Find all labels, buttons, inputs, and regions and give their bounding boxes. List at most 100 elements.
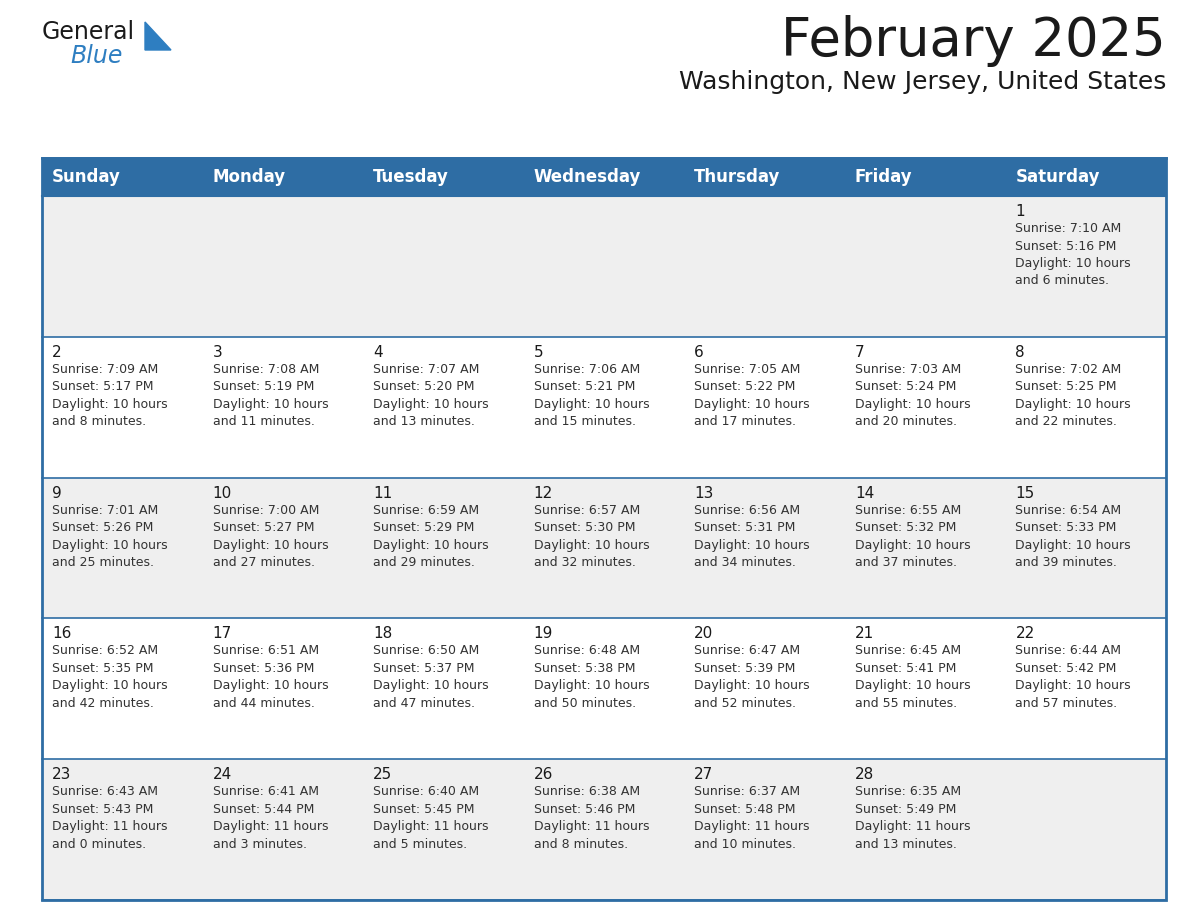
Text: Sunrise: 7:10 AM
Sunset: 5:16 PM
Daylight: 10 hours
and 6 minutes.: Sunrise: 7:10 AM Sunset: 5:16 PM Dayligh… xyxy=(1016,222,1131,287)
Text: Sunrise: 6:47 AM
Sunset: 5:39 PM
Daylight: 10 hours
and 52 minutes.: Sunrise: 6:47 AM Sunset: 5:39 PM Dayligh… xyxy=(694,644,810,710)
Text: 16: 16 xyxy=(52,626,71,642)
Text: Sunrise: 6:50 AM
Sunset: 5:37 PM
Daylight: 10 hours
and 47 minutes.: Sunrise: 6:50 AM Sunset: 5:37 PM Dayligh… xyxy=(373,644,488,710)
Text: 6: 6 xyxy=(694,345,704,360)
Text: Sunrise: 6:40 AM
Sunset: 5:45 PM
Daylight: 11 hours
and 5 minutes.: Sunrise: 6:40 AM Sunset: 5:45 PM Dayligh… xyxy=(373,785,488,851)
Text: 9: 9 xyxy=(52,486,62,500)
Bar xyxy=(684,158,845,196)
Bar xyxy=(684,759,845,900)
Bar xyxy=(684,337,845,477)
Text: Saturday: Saturday xyxy=(1016,168,1100,186)
Bar xyxy=(1005,337,1165,477)
Bar xyxy=(42,158,203,196)
Text: February 2025: February 2025 xyxy=(782,15,1165,67)
Text: Sunrise: 7:09 AM
Sunset: 5:17 PM
Daylight: 10 hours
and 8 minutes.: Sunrise: 7:09 AM Sunset: 5:17 PM Dayligh… xyxy=(52,363,168,429)
Text: 20: 20 xyxy=(694,626,714,642)
Text: 27: 27 xyxy=(694,767,714,782)
Bar xyxy=(42,619,203,759)
Text: Sunday: Sunday xyxy=(52,168,121,186)
Bar xyxy=(364,196,524,337)
Bar xyxy=(203,158,364,196)
Text: Sunrise: 6:44 AM
Sunset: 5:42 PM
Daylight: 10 hours
and 57 minutes.: Sunrise: 6:44 AM Sunset: 5:42 PM Dayligh… xyxy=(1016,644,1131,710)
Text: Sunrise: 7:03 AM
Sunset: 5:24 PM
Daylight: 10 hours
and 20 minutes.: Sunrise: 7:03 AM Sunset: 5:24 PM Dayligh… xyxy=(855,363,971,429)
Bar xyxy=(524,158,684,196)
Text: Friday: Friday xyxy=(855,168,912,186)
Text: Monday: Monday xyxy=(213,168,285,186)
Text: Sunrise: 6:48 AM
Sunset: 5:38 PM
Daylight: 10 hours
and 50 minutes.: Sunrise: 6:48 AM Sunset: 5:38 PM Dayligh… xyxy=(533,644,650,710)
Text: Sunrise: 7:08 AM
Sunset: 5:19 PM
Daylight: 10 hours
and 11 minutes.: Sunrise: 7:08 AM Sunset: 5:19 PM Dayligh… xyxy=(213,363,328,429)
Text: 24: 24 xyxy=(213,767,232,782)
Bar xyxy=(684,477,845,619)
Text: Sunrise: 6:37 AM
Sunset: 5:48 PM
Daylight: 11 hours
and 10 minutes.: Sunrise: 6:37 AM Sunset: 5:48 PM Dayligh… xyxy=(694,785,810,851)
Text: 13: 13 xyxy=(694,486,714,500)
Bar xyxy=(203,477,364,619)
Bar xyxy=(1005,759,1165,900)
Bar xyxy=(1005,619,1165,759)
Text: Thursday: Thursday xyxy=(694,168,781,186)
Text: 19: 19 xyxy=(533,626,554,642)
Text: 15: 15 xyxy=(1016,486,1035,500)
Text: 10: 10 xyxy=(213,486,232,500)
Bar xyxy=(524,337,684,477)
Text: Sunrise: 6:52 AM
Sunset: 5:35 PM
Daylight: 10 hours
and 42 minutes.: Sunrise: 6:52 AM Sunset: 5:35 PM Dayligh… xyxy=(52,644,168,710)
Text: Sunrise: 6:54 AM
Sunset: 5:33 PM
Daylight: 10 hours
and 39 minutes.: Sunrise: 6:54 AM Sunset: 5:33 PM Dayligh… xyxy=(1016,504,1131,569)
Text: 21: 21 xyxy=(855,626,874,642)
Text: Blue: Blue xyxy=(70,44,122,68)
Text: 8: 8 xyxy=(1016,345,1025,360)
Text: Sunrise: 6:35 AM
Sunset: 5:49 PM
Daylight: 11 hours
and 13 minutes.: Sunrise: 6:35 AM Sunset: 5:49 PM Dayligh… xyxy=(855,785,971,851)
Text: 22: 22 xyxy=(1016,626,1035,642)
Polygon shape xyxy=(145,22,171,50)
Text: 25: 25 xyxy=(373,767,392,782)
Bar xyxy=(364,337,524,477)
Text: Sunrise: 7:00 AM
Sunset: 5:27 PM
Daylight: 10 hours
and 27 minutes.: Sunrise: 7:00 AM Sunset: 5:27 PM Dayligh… xyxy=(213,504,328,569)
Bar xyxy=(42,158,1165,900)
Text: Sunrise: 6:43 AM
Sunset: 5:43 PM
Daylight: 11 hours
and 0 minutes.: Sunrise: 6:43 AM Sunset: 5:43 PM Dayligh… xyxy=(52,785,168,851)
Bar xyxy=(203,759,364,900)
Bar xyxy=(364,759,524,900)
Bar xyxy=(364,158,524,196)
Text: 23: 23 xyxy=(52,767,71,782)
Text: Sunrise: 7:06 AM
Sunset: 5:21 PM
Daylight: 10 hours
and 15 minutes.: Sunrise: 7:06 AM Sunset: 5:21 PM Dayligh… xyxy=(533,363,650,429)
Text: General: General xyxy=(42,20,135,44)
Bar xyxy=(203,337,364,477)
Text: 14: 14 xyxy=(855,486,874,500)
Text: Sunrise: 6:45 AM
Sunset: 5:41 PM
Daylight: 10 hours
and 55 minutes.: Sunrise: 6:45 AM Sunset: 5:41 PM Dayligh… xyxy=(855,644,971,710)
Text: 26: 26 xyxy=(533,767,554,782)
Text: 17: 17 xyxy=(213,626,232,642)
Text: Sunrise: 6:57 AM
Sunset: 5:30 PM
Daylight: 10 hours
and 32 minutes.: Sunrise: 6:57 AM Sunset: 5:30 PM Dayligh… xyxy=(533,504,650,569)
Text: Sunrise: 6:51 AM
Sunset: 5:36 PM
Daylight: 10 hours
and 44 minutes.: Sunrise: 6:51 AM Sunset: 5:36 PM Dayligh… xyxy=(213,644,328,710)
Bar xyxy=(845,337,1005,477)
Text: Washington, New Jersey, United States: Washington, New Jersey, United States xyxy=(678,70,1165,94)
Bar xyxy=(203,619,364,759)
Text: Sunrise: 6:41 AM
Sunset: 5:44 PM
Daylight: 11 hours
and 3 minutes.: Sunrise: 6:41 AM Sunset: 5:44 PM Dayligh… xyxy=(213,785,328,851)
Bar xyxy=(203,196,364,337)
Text: Sunrise: 6:59 AM
Sunset: 5:29 PM
Daylight: 10 hours
and 29 minutes.: Sunrise: 6:59 AM Sunset: 5:29 PM Dayligh… xyxy=(373,504,488,569)
Text: 7: 7 xyxy=(855,345,865,360)
Text: Sunrise: 6:55 AM
Sunset: 5:32 PM
Daylight: 10 hours
and 37 minutes.: Sunrise: 6:55 AM Sunset: 5:32 PM Dayligh… xyxy=(855,504,971,569)
Bar xyxy=(42,759,203,900)
Bar xyxy=(524,196,684,337)
Text: Sunrise: 7:05 AM
Sunset: 5:22 PM
Daylight: 10 hours
and 17 minutes.: Sunrise: 7:05 AM Sunset: 5:22 PM Dayligh… xyxy=(694,363,810,429)
Text: Sunrise: 6:38 AM
Sunset: 5:46 PM
Daylight: 11 hours
and 8 minutes.: Sunrise: 6:38 AM Sunset: 5:46 PM Dayligh… xyxy=(533,785,649,851)
Bar xyxy=(1005,196,1165,337)
Text: Sunrise: 7:01 AM
Sunset: 5:26 PM
Daylight: 10 hours
and 25 minutes.: Sunrise: 7:01 AM Sunset: 5:26 PM Dayligh… xyxy=(52,504,168,569)
Bar xyxy=(42,196,203,337)
Text: 18: 18 xyxy=(373,626,392,642)
Bar xyxy=(42,477,203,619)
Text: Tuesday: Tuesday xyxy=(373,168,449,186)
Text: 5: 5 xyxy=(533,345,543,360)
Bar xyxy=(845,196,1005,337)
Bar xyxy=(684,196,845,337)
Text: Wednesday: Wednesday xyxy=(533,168,642,186)
Text: Sunrise: 7:07 AM
Sunset: 5:20 PM
Daylight: 10 hours
and 13 minutes.: Sunrise: 7:07 AM Sunset: 5:20 PM Dayligh… xyxy=(373,363,488,429)
Bar xyxy=(684,619,845,759)
Bar xyxy=(364,477,524,619)
Bar xyxy=(845,158,1005,196)
Text: 3: 3 xyxy=(213,345,222,360)
Bar xyxy=(42,337,203,477)
Text: 1: 1 xyxy=(1016,204,1025,219)
Bar xyxy=(524,477,684,619)
Bar xyxy=(845,477,1005,619)
Text: 2: 2 xyxy=(52,345,62,360)
Text: Sunrise: 7:02 AM
Sunset: 5:25 PM
Daylight: 10 hours
and 22 minutes.: Sunrise: 7:02 AM Sunset: 5:25 PM Dayligh… xyxy=(1016,363,1131,429)
Bar xyxy=(364,619,524,759)
